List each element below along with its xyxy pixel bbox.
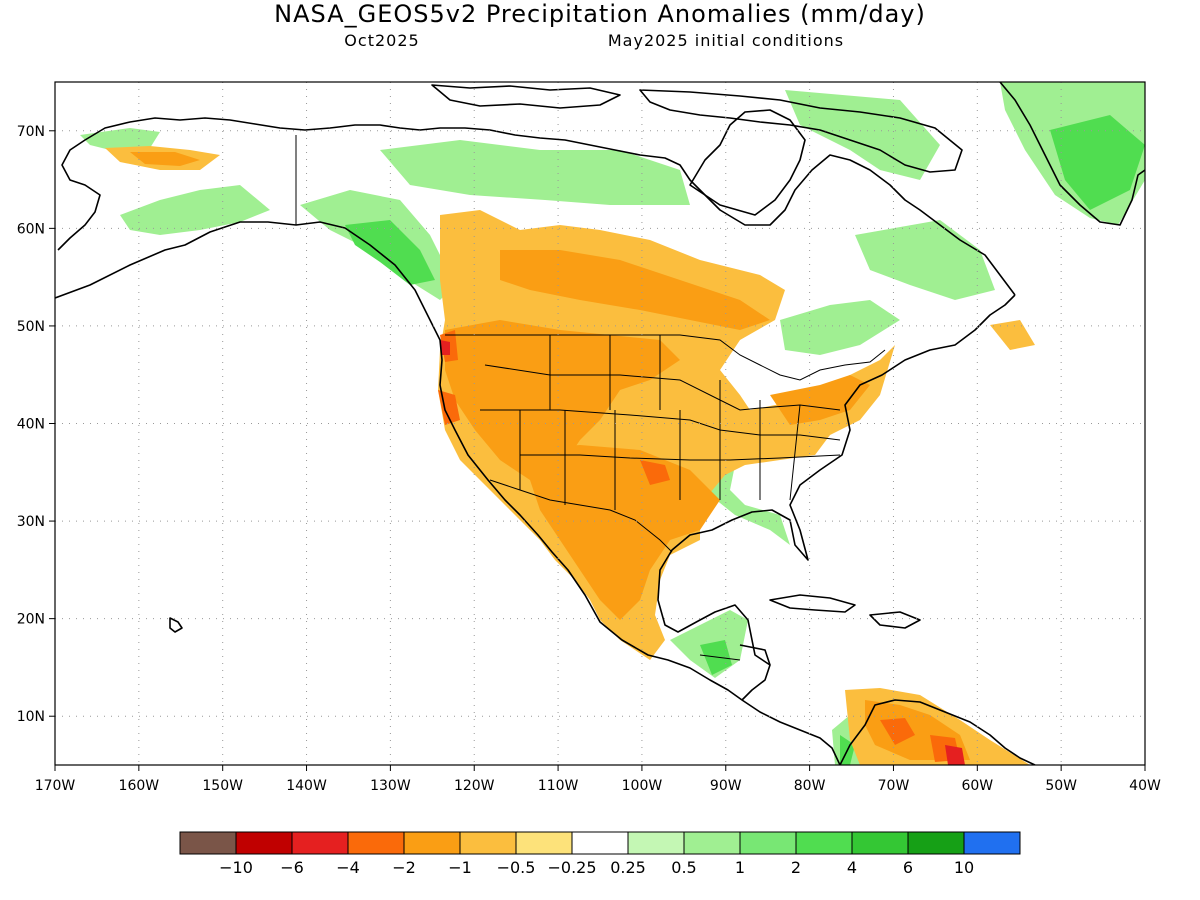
- legend-swatch: [347, 831, 405, 855]
- legend-label: 1: [735, 858, 745, 877]
- legend-label: 6: [903, 858, 913, 877]
- legend-label: −1: [448, 858, 472, 877]
- lon-tick-label: 70W: [878, 778, 910, 794]
- legend-label: −10: [219, 858, 253, 877]
- legend-swatch: [627, 831, 685, 855]
- legend-swatch: [571, 831, 629, 855]
- legend-label: −6: [280, 858, 304, 877]
- political-borders: [295, 135, 886, 661]
- legend-swatch: [739, 831, 797, 855]
- legend-label: −0.25: [547, 858, 596, 877]
- lon-tick-label: 170W: [35, 778, 76, 794]
- latitude-labels: 70N 60N 50N 40N 30N 20N 10N: [17, 124, 55, 725]
- valid-month-label: Oct2025: [344, 31, 419, 50]
- lat-tick-label: 70N: [17, 124, 45, 140]
- legend-label: 2: [791, 858, 801, 877]
- lon-tick-label: 120W: [454, 778, 495, 794]
- legend-label: 4: [847, 858, 857, 877]
- lat-tick-label: 30N: [17, 514, 45, 530]
- lat-tick-label: 10N: [17, 709, 45, 725]
- map-field: [55, 82, 1145, 765]
- lon-tick-label: 160W: [119, 778, 160, 794]
- legend-swatch: [851, 831, 909, 855]
- lat-tick-label: 40N: [17, 417, 45, 433]
- legend-label: −0.5: [497, 858, 536, 877]
- longitude-labels: 170W 160W 150W 140W 130W 120W 110W 100W 90W 80W 70…: [35, 765, 1161, 794]
- lon-tick-label: 80W: [794, 778, 826, 794]
- legend-label: −4: [336, 858, 360, 877]
- legend-swatch: [459, 831, 517, 855]
- legend-label: 0.25: [610, 858, 646, 877]
- legend-swatch: [403, 831, 461, 855]
- legend-swatch: [179, 831, 237, 855]
- lat-tick-label: 60N: [17, 221, 45, 237]
- color-legend: −10 −6 −4 −2 −1 −0.5 −0.25 0.25 0.5 1 2 4 6 10: [179, 831, 1021, 877]
- lon-tick-label: 110W: [538, 778, 579, 794]
- lat-tick-label: 20N: [17, 612, 45, 628]
- lon-tick-label: 40W: [1129, 778, 1161, 794]
- lon-tick-label: 100W: [622, 778, 663, 794]
- map-title: NASA_GEOS5v2 Precipitation Anomalies (mm…: [274, 0, 926, 28]
- legend-swatch: [907, 831, 965, 855]
- legend-swatch: [291, 831, 349, 855]
- lon-tick-label: 50W: [1045, 778, 1077, 794]
- legend-swatch: [515, 831, 573, 855]
- strong-wet-anomaly-areas: [345, 115, 1145, 765]
- severe-dry-areas: [440, 340, 965, 765]
- lat-tick-label: 50N: [17, 319, 45, 335]
- legend-swatch: [963, 831, 1021, 855]
- legend-swatch: [235, 831, 293, 855]
- lon-tick-label: 150W: [202, 778, 243, 794]
- legend-swatch: [683, 831, 741, 855]
- lon-tick-label: 90W: [710, 778, 742, 794]
- lon-tick-label: 130W: [370, 778, 411, 794]
- legend-label: 0.5: [671, 858, 696, 877]
- init-conditions-label: May2025 initial conditions: [608, 31, 844, 50]
- coastlines: [55, 82, 1145, 765]
- legend-swatch: [795, 831, 853, 855]
- lon-tick-label: 140W: [286, 778, 327, 794]
- lon-tick-label: 60W: [961, 778, 993, 794]
- legend-label: −2: [392, 858, 416, 877]
- legend-label: 10: [954, 858, 974, 877]
